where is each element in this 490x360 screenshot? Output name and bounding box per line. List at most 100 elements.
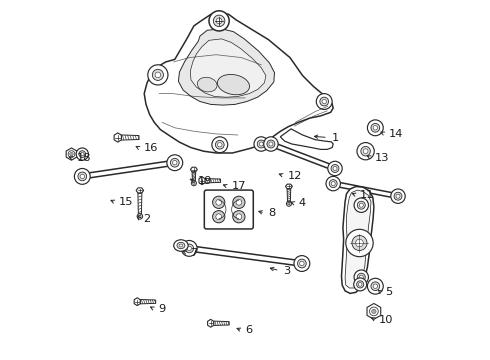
Text: 9: 9 xyxy=(158,304,165,314)
Circle shape xyxy=(322,99,326,104)
Ellipse shape xyxy=(197,77,217,92)
Circle shape xyxy=(254,137,269,151)
Text: 10: 10 xyxy=(379,315,393,325)
Circle shape xyxy=(80,174,84,179)
Text: 7: 7 xyxy=(190,248,197,258)
Circle shape xyxy=(171,158,179,167)
Circle shape xyxy=(368,278,383,294)
Polygon shape xyxy=(136,188,144,193)
Circle shape xyxy=(357,281,364,288)
Circle shape xyxy=(259,142,263,146)
Ellipse shape xyxy=(174,240,188,251)
Circle shape xyxy=(316,94,332,109)
Polygon shape xyxy=(134,298,140,306)
Circle shape xyxy=(357,273,365,281)
Text: 4: 4 xyxy=(298,198,305,208)
Circle shape xyxy=(218,143,222,147)
Polygon shape xyxy=(199,177,205,185)
Polygon shape xyxy=(66,148,77,160)
Circle shape xyxy=(187,246,192,251)
Circle shape xyxy=(79,151,86,157)
Text: 2: 2 xyxy=(144,214,150,224)
Circle shape xyxy=(354,270,368,284)
Circle shape xyxy=(371,309,376,314)
Text: 5: 5 xyxy=(385,287,392,297)
Circle shape xyxy=(216,199,221,205)
Circle shape xyxy=(394,192,402,200)
Text: 14: 14 xyxy=(388,129,403,139)
Circle shape xyxy=(78,172,87,181)
Circle shape xyxy=(181,240,197,256)
Circle shape xyxy=(233,211,245,223)
Polygon shape xyxy=(144,13,333,153)
Circle shape xyxy=(213,15,225,27)
Polygon shape xyxy=(138,193,142,216)
Circle shape xyxy=(209,11,229,31)
Ellipse shape xyxy=(218,75,249,95)
Circle shape xyxy=(74,168,90,184)
Polygon shape xyxy=(270,142,336,171)
Ellipse shape xyxy=(177,242,185,249)
Circle shape xyxy=(233,196,245,208)
Text: 12: 12 xyxy=(288,171,302,181)
Circle shape xyxy=(368,120,383,136)
Circle shape xyxy=(354,278,367,291)
Circle shape xyxy=(193,182,195,184)
Circle shape xyxy=(356,239,363,247)
Circle shape xyxy=(357,143,374,160)
Circle shape xyxy=(286,201,292,206)
FancyBboxPatch shape xyxy=(204,190,253,229)
Circle shape xyxy=(216,18,222,24)
Polygon shape xyxy=(122,135,139,140)
Circle shape xyxy=(167,155,183,171)
Circle shape xyxy=(297,259,306,268)
Circle shape xyxy=(333,166,337,171)
Circle shape xyxy=(326,176,341,191)
Circle shape xyxy=(363,149,368,154)
Text: 16: 16 xyxy=(144,143,158,153)
Circle shape xyxy=(76,148,88,160)
Circle shape xyxy=(371,282,380,291)
Circle shape xyxy=(269,142,273,146)
Polygon shape xyxy=(286,184,293,189)
Circle shape xyxy=(137,213,143,219)
Circle shape xyxy=(352,235,367,251)
Circle shape xyxy=(152,69,164,80)
Text: 3: 3 xyxy=(283,266,291,276)
Polygon shape xyxy=(214,321,229,325)
Circle shape xyxy=(373,284,377,288)
Text: 13: 13 xyxy=(374,153,389,163)
Polygon shape xyxy=(345,190,371,288)
Circle shape xyxy=(70,152,73,156)
Circle shape xyxy=(213,211,225,223)
Polygon shape xyxy=(189,246,302,266)
Text: 17: 17 xyxy=(231,181,246,192)
Text: 19: 19 xyxy=(197,176,212,186)
Polygon shape xyxy=(141,300,156,304)
Polygon shape xyxy=(333,181,398,198)
Circle shape xyxy=(155,72,161,78)
Polygon shape xyxy=(191,167,197,172)
Text: 8: 8 xyxy=(269,208,276,218)
Circle shape xyxy=(300,261,304,266)
Circle shape xyxy=(358,283,362,286)
Polygon shape xyxy=(205,179,221,183)
Circle shape xyxy=(257,140,265,148)
Polygon shape xyxy=(190,39,266,97)
Circle shape xyxy=(212,137,228,153)
Text: 6: 6 xyxy=(245,325,253,336)
Polygon shape xyxy=(192,172,196,183)
Circle shape xyxy=(354,198,368,212)
Circle shape xyxy=(328,161,342,176)
Polygon shape xyxy=(342,186,374,293)
Circle shape xyxy=(331,181,335,186)
Polygon shape xyxy=(367,303,381,319)
Circle shape xyxy=(359,275,363,279)
Circle shape xyxy=(80,152,84,156)
Circle shape xyxy=(396,194,400,198)
Polygon shape xyxy=(178,29,274,105)
Circle shape xyxy=(391,189,405,203)
Circle shape xyxy=(172,161,177,165)
Circle shape xyxy=(192,181,196,186)
Circle shape xyxy=(216,140,224,149)
